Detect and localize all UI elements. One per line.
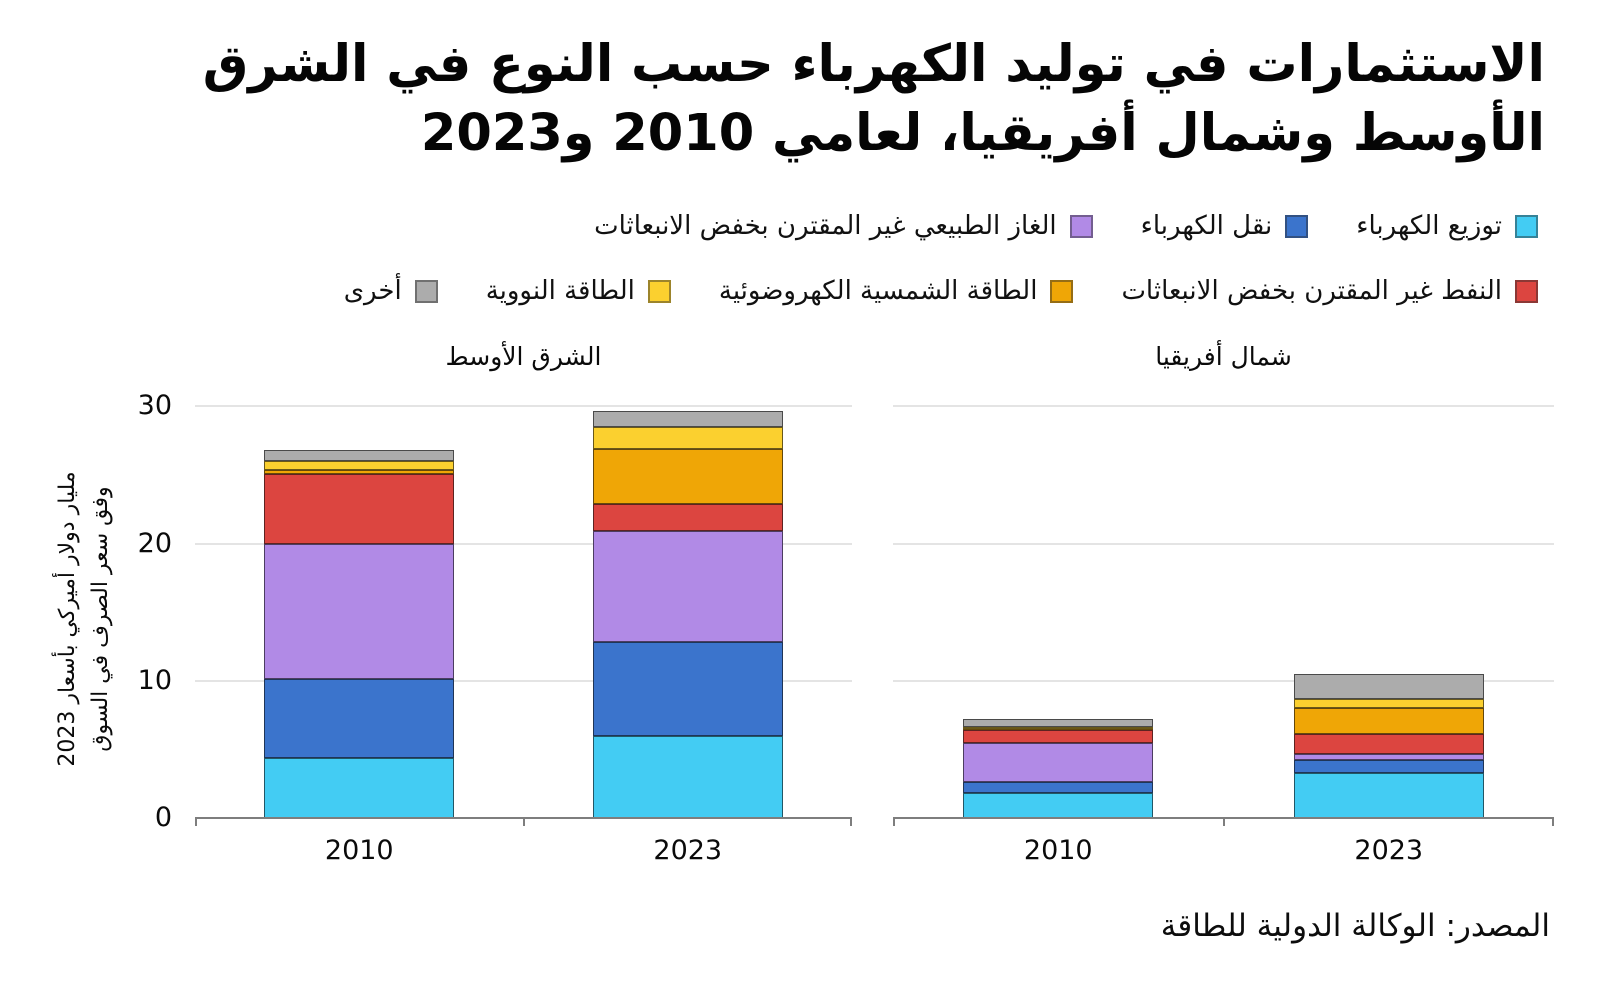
legend-swatch-icon xyxy=(1515,214,1538,238)
y-axis-title-line-2: وفق سعر الصرف في السوق xyxy=(88,486,113,752)
panel-title: الشرق الأوسط xyxy=(445,342,602,371)
legend-item: توزيع الكهرباء xyxy=(1356,211,1538,241)
x-tick-label: 2023 xyxy=(653,835,723,866)
gridline xyxy=(195,679,852,682)
x-axis-line xyxy=(893,817,1554,819)
panel-middle-east: الشرق الأوسط 2010 2023 xyxy=(195,0,852,1003)
gridline xyxy=(893,405,1554,408)
bar-segment xyxy=(1293,760,1484,774)
legend-swatch-icon xyxy=(1050,279,1074,303)
legend-label: النفط غير المقترن بخفض الانبعاثات xyxy=(1121,276,1502,306)
page-title-line-1: الاستثمارات في توليد الكهرباء حسب النوع … xyxy=(202,35,1546,94)
legend-label: الطاقة النووية xyxy=(485,276,635,306)
x-axis-line xyxy=(195,817,852,819)
gridline xyxy=(195,405,852,408)
bar-segment xyxy=(592,531,783,643)
x-axis-tick xyxy=(1222,819,1225,826)
x-tick-label: 2010 xyxy=(1023,835,1093,866)
bar-segment xyxy=(592,410,783,428)
bar-segment xyxy=(1293,773,1484,818)
y-tick-label: 10 xyxy=(137,664,172,696)
x-axis-tick xyxy=(522,819,525,826)
bar-segment xyxy=(592,735,783,818)
bar-segment xyxy=(963,730,1154,743)
bar-segment xyxy=(592,503,783,532)
bar-segment xyxy=(1293,698,1484,709)
bar-segment xyxy=(963,742,1154,783)
legend-item: الطاقة الشمسية الكهروضوئية xyxy=(719,276,1074,306)
bar-segment xyxy=(1293,673,1484,699)
legend-row-top: توزيع الكهرباء نقل الكهرباء الغاز الطبيعي … xyxy=(594,211,1538,241)
legend-label: الطاقة الشمسية الكهروضوئية xyxy=(718,276,1038,306)
legend-swatch-icon xyxy=(1515,279,1538,303)
x-axis-tick xyxy=(195,819,197,826)
bar-segment xyxy=(592,448,783,504)
x-axis-tick xyxy=(893,819,895,826)
bar-segment xyxy=(264,473,455,544)
y-tick-label: 0 xyxy=(154,802,172,833)
y-tick-label: 30 xyxy=(137,390,172,422)
source-note: المصدر: الوكالة الدولية للطاقة xyxy=(1160,908,1550,944)
bar-segment xyxy=(1293,708,1484,735)
y-axis-title-line-1: مليار دولار أميركي بأسعار 2023 xyxy=(55,471,80,767)
bar-segment xyxy=(963,793,1154,818)
legend-item: الغاز الطبيعي غير المقترن بخفض الانبعاثا… xyxy=(594,211,1093,241)
x-axis-tick xyxy=(1552,819,1554,826)
y-axis-title: مليار دولار أميركي بأسعار 2023 وفق سعر ا… xyxy=(51,402,119,836)
bar-segment xyxy=(264,757,455,818)
legend-label: الغاز الطبيعي غير المقترن بخفض الانبعاثا… xyxy=(594,211,1057,241)
bar-segment xyxy=(264,543,455,680)
legend-swatch-icon xyxy=(1069,214,1093,238)
gridline xyxy=(195,542,852,545)
bar-segment xyxy=(264,679,455,758)
legend-label: أخرى xyxy=(343,276,402,306)
x-tick-label: 2023 xyxy=(1354,835,1424,866)
legend-item: الطاقة النووية xyxy=(486,276,671,306)
bar-segment xyxy=(264,450,455,462)
bar-segment xyxy=(592,642,783,736)
bar-segment xyxy=(264,469,455,474)
gridline xyxy=(893,542,1554,545)
legend-item: أخرى xyxy=(344,276,438,306)
bar-segment xyxy=(592,427,783,449)
bar-segment xyxy=(264,461,455,470)
legend-item: النفط غير المقترن بخفض الانبعاثات xyxy=(1121,276,1538,306)
page-title-line-2: الأوسط وشمال أفريقيا، لعامي 2010 و2023 xyxy=(420,104,1546,163)
gridline xyxy=(893,679,1554,682)
bar-segment xyxy=(963,782,1154,794)
bar-segment xyxy=(1293,753,1484,761)
bar-segment xyxy=(963,719,1154,728)
legend-swatch-icon xyxy=(414,279,438,303)
legend-swatch-icon xyxy=(1285,214,1309,238)
legend-row-bottom: النفط غير المقترن بخفض الانبعاثات الطاقة … xyxy=(344,276,1538,306)
legend-item: نقل الكهرباء xyxy=(1141,211,1309,241)
legend-swatch-icon xyxy=(647,279,671,303)
panel-title: شمال أفريقيا xyxy=(1155,342,1292,371)
legend-label: نقل الكهرباء xyxy=(1140,211,1273,241)
bar-segment xyxy=(1293,734,1484,754)
x-axis-tick xyxy=(850,819,852,826)
y-tick-label: 20 xyxy=(137,527,172,559)
legend-label: توزيع الكهرباء xyxy=(1356,211,1502,241)
bar-segment xyxy=(963,727,1154,730)
page-title: الاستثمارات في توليد الكهرباء حسب النوع … xyxy=(115,30,1546,168)
panel-north-africa: شمال أفريقيا 2010 2023 xyxy=(893,0,1554,1003)
x-tick-label: 2010 xyxy=(324,835,394,866)
